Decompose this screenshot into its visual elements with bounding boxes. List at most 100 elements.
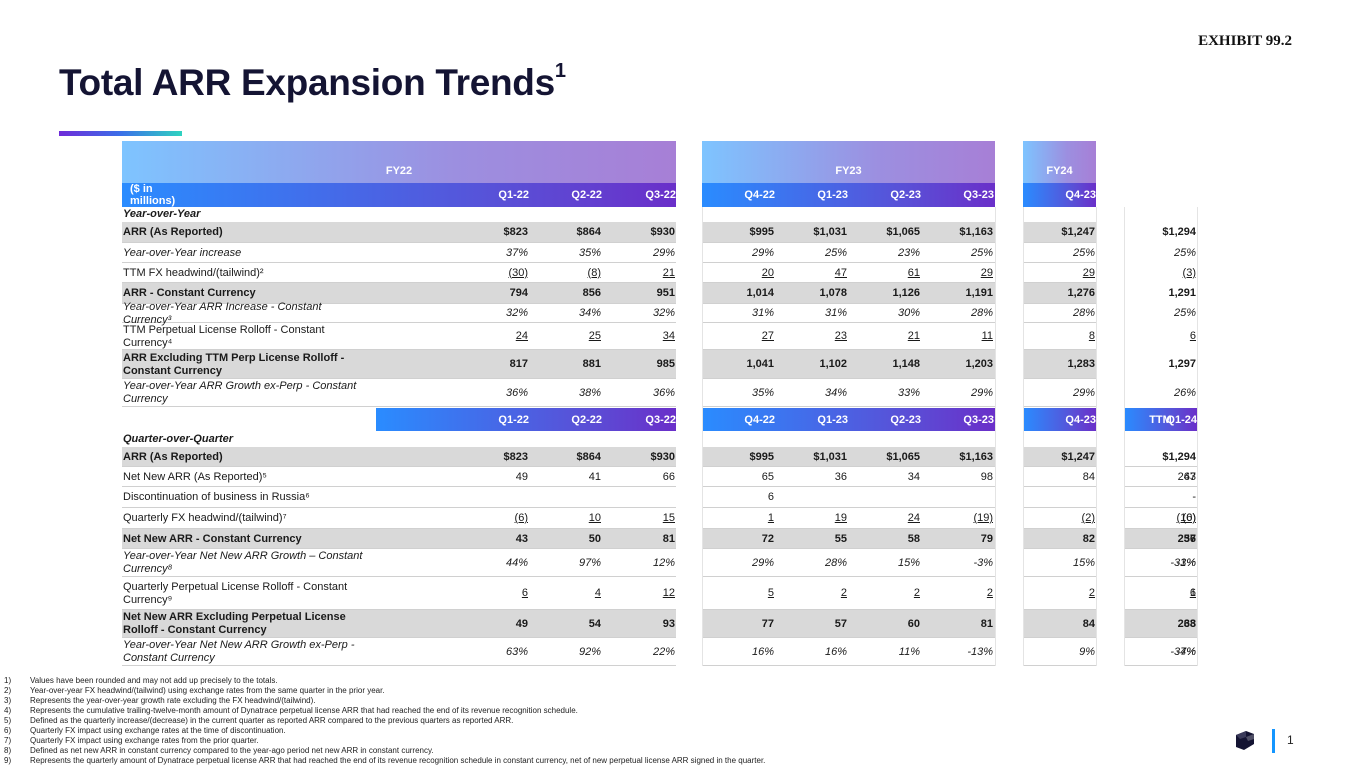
quarter-header: Q3-22 xyxy=(645,189,676,201)
table-cell: 951 xyxy=(656,287,675,299)
row-label: Year-over-Year ARR Increase - Constant C… xyxy=(123,300,322,326)
footer-divider xyxy=(1272,729,1275,753)
quarter-header: Q2-23 xyxy=(890,189,921,201)
table-cell: 15% xyxy=(1072,556,1095,569)
table-cell: 84 xyxy=(1082,617,1095,630)
table-cell: 77 xyxy=(761,617,774,630)
table-cell: 263 xyxy=(1177,470,1196,483)
table-cell xyxy=(786,487,848,508)
fy-header-label: FY24 xyxy=(1046,165,1073,177)
table-cell: 2 xyxy=(986,587,993,599)
table-cell: 1,014 xyxy=(746,287,774,299)
quarter-header: Q1-22 xyxy=(498,189,529,201)
footnote: 2) Year-over-year FX headwind/(tailwind) … xyxy=(4,686,765,696)
table-cell: 1,041 xyxy=(746,358,774,370)
row-shade xyxy=(1023,283,1096,304)
table-cell: 34% xyxy=(824,386,847,399)
table-cell: 25% xyxy=(1173,307,1196,319)
row-divider xyxy=(122,665,1197,666)
row-divider xyxy=(122,322,1096,323)
quarter-header: Q4-22 xyxy=(744,413,775,426)
table-cell: 263 xyxy=(1177,617,1196,630)
table-cell: 16% xyxy=(751,645,774,658)
table-cell: 82 xyxy=(1082,532,1095,545)
quarter-header: Q4-22 xyxy=(744,189,775,201)
footnote-number: 6) xyxy=(4,726,12,735)
row-divider xyxy=(122,609,1197,610)
table-cell: $995 xyxy=(749,450,774,463)
table-cell: 1,126 xyxy=(892,287,920,299)
row-shade xyxy=(122,350,676,379)
table-cell: 29% xyxy=(1072,386,1095,399)
table-cell: 37 xyxy=(1183,532,1196,545)
table-cell: 11 xyxy=(981,330,993,342)
quarter-header: Q3-23 xyxy=(963,413,994,426)
table-cell: 84 xyxy=(1082,470,1095,483)
table-cell: -1% xyxy=(1176,556,1196,569)
table-cell: 98 xyxy=(980,470,993,483)
units-label: ($ in millions) xyxy=(130,183,176,207)
table-cell xyxy=(859,487,921,508)
table-cell: 856 xyxy=(582,287,601,299)
table-cell: (10) xyxy=(1176,512,1196,524)
table-cell: - xyxy=(1192,491,1196,503)
footnote: 5) Defined as the quarterly increase/(dec… xyxy=(4,716,765,726)
table-cell: 38% xyxy=(578,386,601,399)
row-label: Net New ARR (As Reported)⁵ xyxy=(123,470,267,483)
table-cell: 31% xyxy=(751,307,774,319)
quarter-header: Q4-23 xyxy=(1065,413,1096,426)
table-cell xyxy=(540,487,602,508)
group-border xyxy=(1096,207,1097,666)
quarter-header-band xyxy=(702,183,995,207)
table-cell: 66 xyxy=(662,470,675,483)
column-gap xyxy=(676,141,702,666)
footnote-number: 7) xyxy=(4,736,12,745)
table-cell: 97% xyxy=(578,556,601,569)
row-label: Year-over-Year Net New ARR Growth ex-Per… xyxy=(123,639,355,664)
quarter-header-band xyxy=(1023,183,1096,207)
footnote-text: Year-over-year FX headwind/(tailwind) us… xyxy=(30,686,385,695)
table-cell: 35% xyxy=(578,246,601,259)
table-cell: 21 xyxy=(662,266,675,279)
table-cell: 36 xyxy=(834,470,847,483)
table-cell: 72 xyxy=(761,532,774,545)
table-cell: 31% xyxy=(824,307,847,319)
quarter-header: Q1-22 xyxy=(498,413,529,426)
fy-header-band xyxy=(1023,141,1096,183)
table-cell: 34% xyxy=(578,307,601,319)
table-cell: 32% xyxy=(652,307,675,319)
table-cell: 15 xyxy=(662,512,675,524)
row-shade xyxy=(1023,222,1096,243)
table-cell: 29 xyxy=(1082,266,1095,279)
table-cell: 35% xyxy=(751,386,774,399)
table-cell: 16% xyxy=(824,645,847,658)
row-label: Quarterly Perpetual License Rolloff - Co… xyxy=(123,580,348,606)
row-label: Year-over-Year Net New ARR Growth – Cons… xyxy=(123,550,363,575)
table-cell: 24 xyxy=(907,512,920,524)
footnote: 3) Represents the year-over-year growth r… xyxy=(4,696,765,706)
table-cell: 33% xyxy=(897,386,920,399)
row-shade xyxy=(702,529,995,549)
table-cell xyxy=(1124,447,1197,467)
row-shade xyxy=(1023,447,1096,467)
table-cell: -3% xyxy=(973,556,993,569)
table-cell: 28% xyxy=(1072,307,1095,319)
quarter-header: Q3-22 xyxy=(645,413,676,426)
table-cell: 36% xyxy=(505,386,528,399)
footnote-number: 5) xyxy=(4,716,12,725)
column-gap xyxy=(995,141,1023,666)
table-cell: 55 xyxy=(834,532,847,545)
table-cell: $1,163 xyxy=(959,226,993,238)
table-cell: 2 xyxy=(840,587,847,599)
table-cell: 1,078 xyxy=(819,287,847,299)
row-shade xyxy=(1023,529,1096,549)
table-cell xyxy=(467,487,529,508)
table-cell: 10 xyxy=(588,512,601,524)
table-cell: 1,148 xyxy=(892,358,920,370)
row-shade xyxy=(1124,529,1197,549)
row-divider xyxy=(122,637,1197,638)
table-cell: -34% xyxy=(1170,645,1196,658)
group-border xyxy=(995,207,996,666)
table-cell: 63% xyxy=(505,645,528,658)
table-cell: 25% xyxy=(824,246,847,259)
